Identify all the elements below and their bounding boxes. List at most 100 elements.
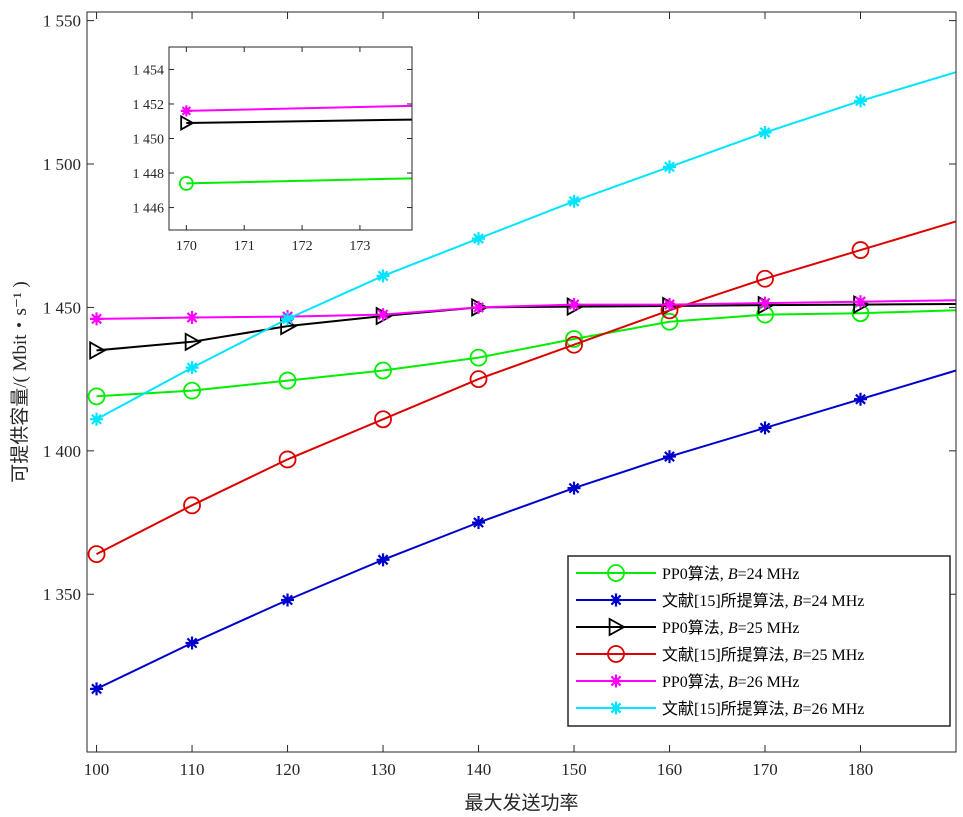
data-point: [756, 269, 774, 288]
legend-marker: [607, 564, 625, 582]
data-point: [472, 232, 486, 246]
data-point: [183, 381, 201, 400]
legend-label: PP0算法, B=24 MHz: [662, 564, 800, 583]
legend-label: PP0算法, B=25 MHz: [662, 618, 800, 637]
series-line: [96, 309, 957, 398]
data-point: [87, 545, 106, 563]
inset-series-line: [186, 118, 413, 124]
x-tick-label: 110: [180, 760, 205, 779]
legend-marker: [608, 617, 626, 637]
data-point: [185, 310, 199, 324]
y-tick-label: 1 350: [43, 585, 81, 604]
legend-entry-1: PP0算法, B=24 MHz: [576, 564, 800, 583]
inset-data-point: [180, 114, 195, 131]
inset-x-tick-label: 171: [234, 239, 255, 254]
data-point: [660, 312, 679, 331]
x-tick-label: 170: [752, 760, 778, 779]
inset-y-tick-label: 1 450: [133, 133, 165, 148]
x-tick-label: 180: [848, 760, 874, 779]
data-point: [87, 387, 106, 406]
data-point: [854, 392, 868, 406]
data-point: [567, 194, 581, 208]
data-point: [472, 300, 486, 314]
data-point: [663, 160, 677, 174]
series-4: [87, 220, 957, 563]
y-tick-label: 1 450: [43, 298, 81, 317]
inset-series-line: [186, 177, 413, 185]
data-point: [278, 450, 297, 469]
inset-data-point: [178, 175, 194, 191]
x-tick-label: 160: [657, 760, 683, 779]
data-point: [90, 312, 104, 326]
data-point: [469, 348, 488, 367]
x-axis-title: 最大发送功率: [464, 792, 578, 814]
legend-marker: [609, 674, 623, 688]
data-point: [854, 94, 868, 108]
inset-plot: 170 171 172 173 1 446 1 448 1 450 1 452 1 454: [133, 46, 413, 254]
inset-x-tick-label: 170: [176, 239, 197, 254]
data-point: [469, 370, 488, 389]
data-point: [663, 450, 677, 464]
data-point: [758, 296, 772, 310]
x-tick-label: 100: [84, 760, 110, 779]
x-tick-label: 140: [466, 760, 492, 779]
legend-marker: [609, 593, 623, 607]
x-tick-label: 120: [275, 760, 301, 779]
inset-background: [169, 47, 412, 230]
data-point: [472, 516, 486, 530]
series-2: [90, 369, 957, 696]
data-point: [376, 553, 390, 567]
data-point: [185, 636, 199, 650]
data-point: [184, 332, 202, 352]
y-axis-title: 可提供容量/( Mbit・s⁻¹ ): [9, 281, 31, 483]
legend-marker: [609, 701, 623, 715]
legend-label: 文献[15]所提算法, B=26 MHz: [662, 699, 864, 718]
inset-y-tick-label: 1 454: [133, 63, 165, 78]
inset-y-tick-label: 1 452: [133, 98, 165, 113]
inset-data-point: [180, 105, 192, 117]
plot-frame: [86, 11, 957, 753]
inset-x-tick-label: 173: [349, 239, 370, 254]
data-point: [90, 682, 104, 696]
legend-label: 文献[15]所提算法, B=25 MHz: [662, 645, 864, 664]
data-point: [374, 361, 392, 380]
data-point: [854, 295, 868, 309]
data-point: [183, 496, 201, 515]
inset-y-tick-label: 1 448: [133, 167, 165, 182]
data-point: [374, 410, 392, 429]
legend-frame: [567, 555, 951, 727]
data-point: [567, 298, 581, 312]
legend-label: 文献[15]所提算法, B=24 MHz: [662, 591, 864, 610]
data-point: [758, 125, 772, 139]
data-point: [567, 481, 581, 495]
y-tick-label: 1 500: [43, 155, 81, 174]
data-point: [851, 241, 870, 259]
y-tick-label: 1 400: [43, 442, 81, 461]
main-plot: 100 110 120 130 140 150 160 170 180 1 350 1 400 1 4…: [9, 11, 957, 814]
data-point: [565, 335, 583, 354]
series-line: [96, 71, 957, 421]
series-line: [96, 369, 957, 690]
series-line: [96, 299, 957, 320]
data-point: [376, 269, 390, 283]
legend-entry-3: PP0算法, B=25 MHz: [576, 617, 800, 637]
legend-entry-4: 文献[15]所提算法, B=25 MHz: [576, 645, 864, 664]
legend-label: PP0算法, B=26 MHz: [662, 672, 800, 691]
legend: PP0算法, B=24 MHz 文献[15]所提算法, B=24 MHz PP0算法…: [567, 555, 951, 727]
x-tick-label: 150: [561, 760, 587, 779]
legend-marker: [607, 645, 625, 663]
legend-entry-5: PP0算法, B=26 MHz: [576, 672, 800, 691]
inset-series-2: [180, 114, 413, 131]
inset-series-1: [180, 104, 413, 117]
series-1: [87, 304, 957, 406]
data-point: [663, 298, 677, 312]
data-point: [758, 421, 772, 435]
x-tick-label: 130: [370, 760, 396, 779]
data-point: [565, 330, 583, 348]
inset-x-tick-label: 172: [292, 239, 313, 254]
inset-series-3: [178, 175, 413, 191]
data-point: [89, 340, 107, 360]
legend-entry-2: 文献[15]所提算法, B=24 MHz: [576, 591, 864, 610]
data-point: [278, 371, 297, 390]
